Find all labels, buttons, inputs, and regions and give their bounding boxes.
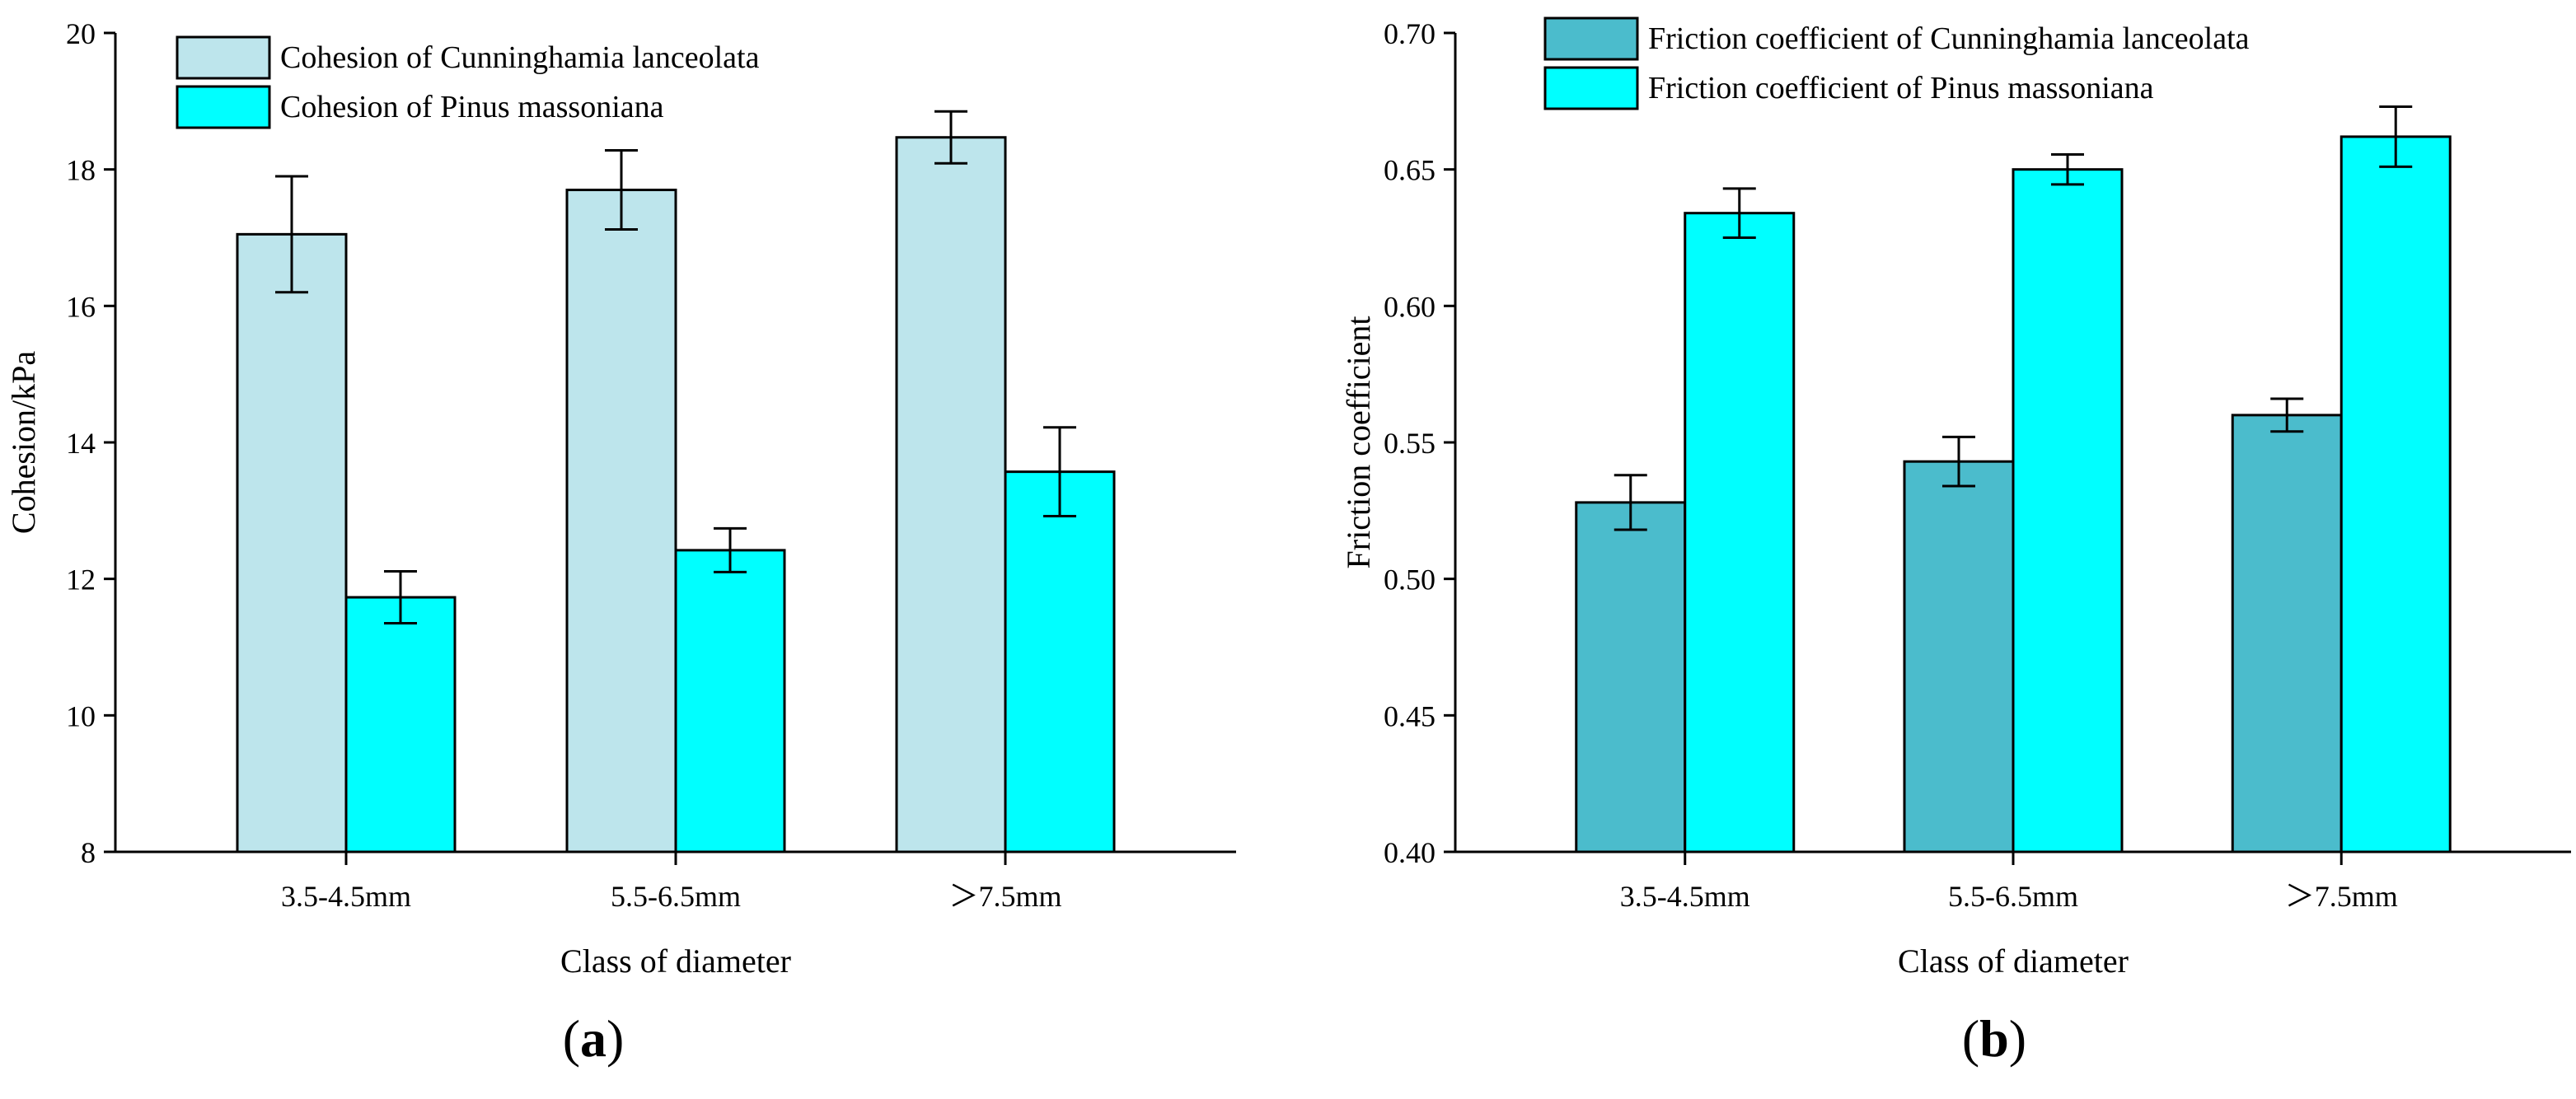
x-tick-label: ＞7.5mm <box>2285 880 2398 913</box>
y-tick-label: 0.50 <box>1384 564 1436 596</box>
panel-label-letter: b <box>1979 1009 2009 1068</box>
y-tick-label: 0.55 <box>1384 427 1436 460</box>
legend-label: Cohesion of Pinus massoniana <box>280 90 664 124</box>
y-tick-label: 8 <box>81 836 96 869</box>
panel-a-chart: 8 10 12 14 16 18 20 3.5-4.5mm 5.5-6.5mm ＞7.5mm Cla… <box>5 17 1236 1068</box>
error-bar <box>384 570 417 625</box>
panel-label-paren-close: ) <box>2009 1009 2026 1068</box>
panel-label-paren-open: ( <box>1962 1009 1979 1068</box>
x-axis-title: Class of diameter <box>560 942 791 980</box>
error-bar <box>2051 152 2084 186</box>
error-bar <box>714 526 747 573</box>
legend-label: Cohesion of Cunninghamia lanceolata <box>280 40 760 75</box>
y-tick-label: 16 <box>66 290 96 323</box>
x-tick-label: ＞7.5mm <box>948 880 1061 913</box>
bar-pinus-2 <box>2339 135 2452 853</box>
bar-pinus-0 <box>344 596 457 853</box>
bar-pinus-1 <box>2012 168 2124 853</box>
x-tick-label: 5.5-6.5mm <box>611 880 741 913</box>
bar-cunninghamia-0 <box>1575 501 1687 853</box>
y-tick-label: 14 <box>66 427 96 460</box>
x-axis-title: Class of diameter <box>1898 942 2129 980</box>
y-tick-label: 0.45 <box>1384 699 1436 732</box>
legend-label: Friction coefficient of Pinus massoniana <box>1648 71 2154 105</box>
bar-pinus-1 <box>674 549 786 853</box>
y-tick-label: 10 <box>66 699 96 732</box>
x-tick-label: 5.5-6.5mm <box>1948 880 2078 913</box>
panel-label: (b) <box>1962 1009 2026 1068</box>
y-axis-title: Cohesion/kPa <box>5 351 42 534</box>
legend-swatch <box>1543 16 1639 61</box>
y-tick-label: 0.40 <box>1384 836 1436 869</box>
legend: Friction coefficient of Cunninghamia lan… <box>1543 16 2250 110</box>
y-tick-label: 18 <box>66 154 96 187</box>
bar-cunninghamia-0 <box>236 232 348 853</box>
panel-label: (a) <box>563 1009 625 1068</box>
panel-label-letter: a <box>580 1009 607 1068</box>
bar-pinus-2 <box>1004 470 1116 853</box>
legend: Cohesion of Cunninghamia lanceolata Cohes… <box>176 35 760 129</box>
error-bar <box>1722 187 1756 239</box>
legend-swatch <box>1543 66 1639 110</box>
bar-cunninghamia-2 <box>895 136 1007 853</box>
error-bar <box>2270 397 2304 433</box>
x-tick-label: 3.5-4.5mm <box>281 880 411 913</box>
bar-cunninghamia-1 <box>565 189 677 853</box>
panel-b-chart: 0.40 0.45 0.50 0.55 0.60 0.65 0.70 3.5-4.5mm 5.5… <box>1340 16 2571 1068</box>
x-tick-label: 3.5-4.5mm <box>1620 880 1750 913</box>
y-tick-label: 0.65 <box>1384 154 1436 187</box>
error-bar <box>605 148 638 231</box>
legend-label: Friction coefficient of Cunninghamia lan… <box>1648 21 2250 56</box>
bar-cunninghamia-2 <box>2231 414 2343 853</box>
bar-cunninghamia-1 <box>1903 460 2015 853</box>
legend-swatch <box>176 85 271 129</box>
error-bar <box>2379 105 2413 168</box>
y-axis-title: Friction coefficient <box>1340 316 1377 569</box>
y-tick-label: 0.70 <box>1384 17 1436 50</box>
panel-label-paren-close: ) <box>607 1009 624 1068</box>
bar-pinus-0 <box>1684 212 1796 853</box>
error-bar <box>1043 426 1076 517</box>
error-bar <box>275 175 308 294</box>
error-bar <box>1614 474 1647 531</box>
error-bar <box>1942 435 1975 488</box>
legend-swatch <box>176 35 271 80</box>
panel-label-paren-open: ( <box>563 1009 580 1068</box>
y-tick-label: 12 <box>66 564 96 596</box>
y-tick-label: 0.60 <box>1384 290 1436 323</box>
error-bar <box>934 110 967 165</box>
y-tick-label: 20 <box>66 17 96 50</box>
